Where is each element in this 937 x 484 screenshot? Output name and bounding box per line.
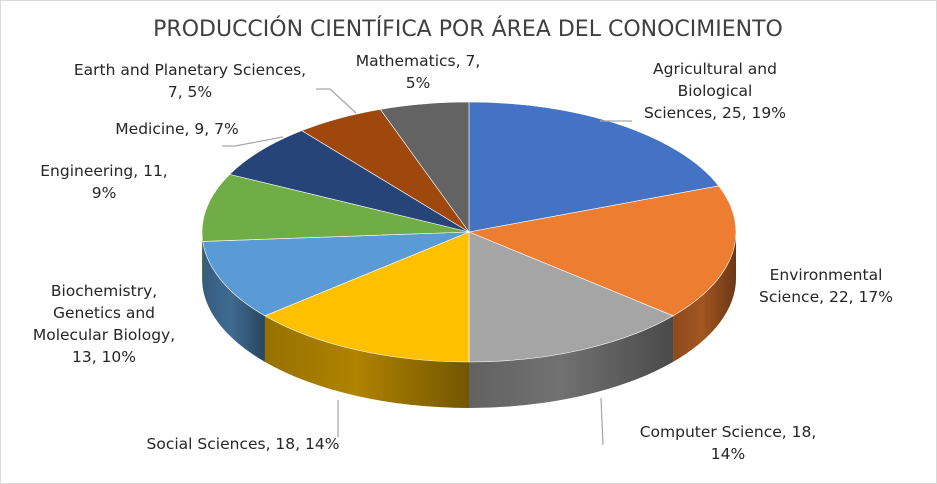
pie-side-1 [673, 232, 736, 362]
pie-slice-2 [468, 231, 674, 363]
slice-label-line: 5% [406, 74, 431, 92]
slice-labels: Agricultural and Biological Sciences, 25, … [33, 52, 893, 463]
pie-slice-5 [201, 174, 470, 242]
pie-slice-4 [202, 231, 470, 317]
pie-slice-8 [379, 101, 470, 233]
slice-label-1: Environmental Science, 22, 17% [759, 266, 893, 306]
leader-lines [222, 88, 632, 446]
slice-label-line: Computer Science, 18, [640, 423, 817, 441]
slice-label-line: 14% [711, 445, 745, 463]
slice-label-6: Medicine, 9, 7% [115, 120, 238, 138]
pie-side-shade-1 [673, 232, 736, 362]
leader-line-6 [222, 136, 284, 147]
slice-label-line: Environmental [770, 266, 883, 284]
pie-side-5 [202, 232, 203, 288]
slice-label-line: Earth and Planetary Sciences, [74, 61, 306, 79]
pie-side-shade-4 [202, 241, 265, 362]
slice-label-line: Molecular Biology, [33, 326, 175, 344]
slice-label-2: Computer Science, 18, 14% [640, 423, 817, 463]
slice-label-line: Biological [678, 82, 753, 100]
slice-label-line: Mathematics, 7, [356, 52, 481, 70]
slice-label-line: Science, 22, 17% [759, 288, 893, 306]
pie-slice-3 [264, 231, 470, 363]
slice-label-line: 7, 5% [168, 83, 212, 101]
pie-slice-0 [468, 101, 720, 233]
slice-label-line: Genetics and [53, 304, 155, 322]
slice-label-line: Medicine, 9, 7% [115, 120, 238, 138]
slice-label-3: Social Sciences, 18, 14% [147, 435, 340, 453]
chart-title: PRODUCCIÓN CIENTÍFICA POR ÁREA DEL CONOC… [153, 16, 783, 42]
slice-label-7: Earth and Planetary Sciences, 7, 5% [74, 61, 306, 101]
slice-label-line: Sciences, 25, 19% [644, 104, 786, 122]
slice-label-line: 9% [92, 184, 117, 202]
leader-line-2 [600, 397, 604, 446]
pie-slice-6 [229, 130, 470, 233]
slice-label-8: Mathematics, 7, 5% [356, 52, 481, 92]
pie-side-shade-5 [202, 232, 203, 288]
pie-side-4 [202, 241, 265, 362]
slice-label-line: Biochemistry, [51, 282, 157, 300]
slice-label-line: Social Sciences, 18, 14% [147, 435, 340, 453]
slice-label-0: Agricultural and Biological Sciences, 25, … [644, 60, 786, 122]
slice-label-5: Engineering, 11, 9% [40, 162, 168, 202]
slice-label-line: Engineering, 11, [40, 162, 168, 180]
slice-label-line: 13, 10% [72, 348, 136, 366]
pie-slices [201, 101, 737, 363]
slice-label-4: Biochemistry, Genetics and Molecular Biolo… [33, 282, 175, 366]
slice-label-line: Agricultural and [653, 60, 777, 78]
leader-line-7 [316, 88, 357, 114]
pie-slice-1 [467, 185, 737, 317]
